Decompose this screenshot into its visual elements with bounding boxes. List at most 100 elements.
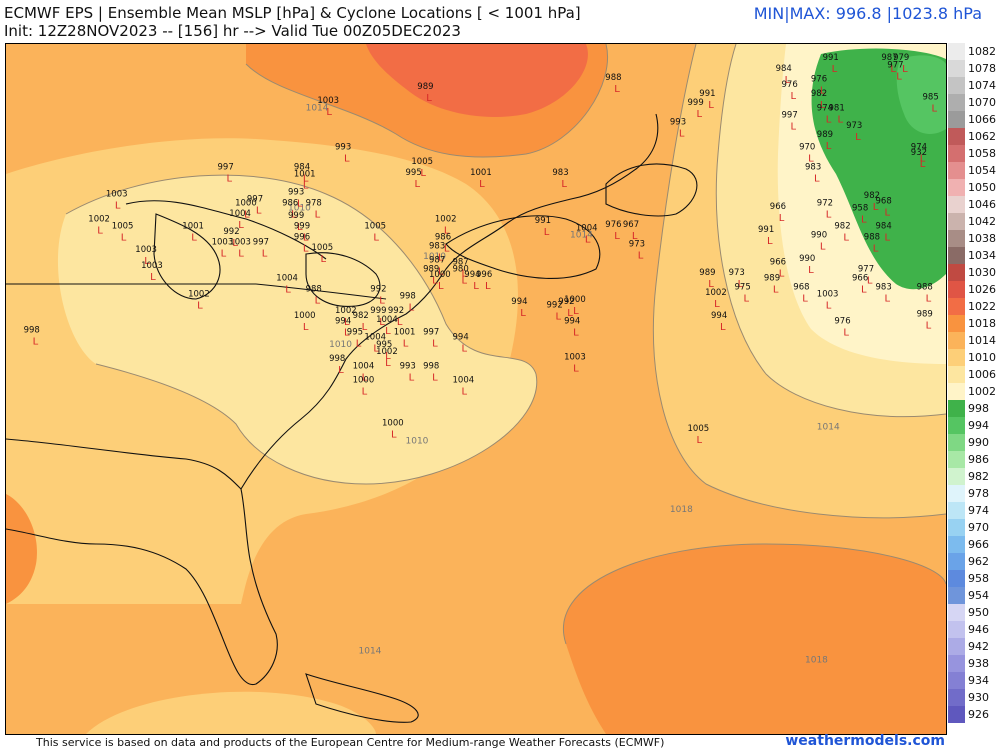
legend-swatch	[948, 247, 965, 264]
cyclone-marker: L	[444, 243, 450, 254]
cyclone-marker: L	[843, 328, 849, 339]
legend-label: 1006	[968, 368, 996, 381]
legend-label: 934	[968, 674, 989, 687]
cyclone-marker: L	[697, 435, 703, 446]
cyclone-marker: L	[585, 234, 591, 245]
isobar-label: 1010	[406, 437, 429, 447]
pressure-value: 1000	[429, 270, 451, 280]
cyclone-marker: L	[197, 301, 203, 312]
cyclone-marker: L	[614, 84, 620, 95]
legend-label: 1010	[968, 351, 996, 364]
legend-swatch	[948, 587, 965, 604]
pressure-value: 991	[758, 225, 774, 235]
legend-entry: 998	[948, 400, 1000, 417]
legend-entry: 958	[948, 570, 1000, 587]
cyclone-marker: L	[227, 174, 233, 185]
legend-label: 978	[968, 487, 989, 500]
pressure-value: 989	[817, 130, 833, 140]
pressure-value: 1000	[294, 311, 316, 321]
pressure-value: 999	[688, 98, 704, 108]
legend-entry: 974	[948, 502, 1000, 519]
pressure-value: 1002	[435, 214, 457, 224]
pressure-value: 976	[834, 317, 850, 327]
pressure-value: 997	[423, 327, 439, 337]
legend-swatch	[948, 400, 965, 417]
pressure-value: 993	[400, 361, 416, 371]
pressure-value: 1001	[394, 327, 416, 337]
pressure-value: 1002	[335, 306, 357, 316]
pressure-value: 987	[429, 256, 445, 266]
cyclone-marker: L	[773, 285, 779, 296]
legend-swatch	[948, 383, 965, 400]
pressure-value: 997	[218, 163, 234, 173]
cyclone-marker: L	[567, 308, 573, 319]
isobar-label: 1014	[570, 231, 593, 241]
cyclone-marker: L	[826, 141, 832, 152]
legend-label: 942	[968, 640, 989, 653]
legend-label: 1022	[968, 300, 996, 313]
pressure-value: 980	[453, 265, 469, 275]
legend-label: 986	[968, 453, 989, 466]
legend-label: 954	[968, 589, 989, 602]
legend-entry: 1038	[948, 230, 1000, 247]
pressure-value: 1004	[276, 274, 298, 284]
legend-swatch	[948, 604, 965, 621]
cyclone-marker: L	[232, 238, 238, 249]
cyclone-marker: L	[438, 267, 444, 278]
pressure-value: 986	[435, 232, 451, 242]
cyclone-marker: L	[297, 222, 303, 233]
cyclone-marker: L	[638, 251, 644, 262]
pressure-value: 990	[811, 231, 827, 241]
cyclone-marker: L	[920, 159, 926, 170]
cyclone-marker: L	[885, 294, 891, 305]
cyclone-marker: L	[356, 338, 362, 349]
legend-label: 990	[968, 436, 989, 449]
pressure-value: 998	[24, 326, 40, 336]
cyclone-marker: L	[315, 295, 321, 306]
pressure-value: 1005	[112, 222, 134, 232]
pressure-value: 998	[329, 354, 345, 364]
cyclone-marker: L	[838, 114, 844, 125]
legend-label: 966	[968, 538, 989, 551]
isobar-label: 1018	[805, 655, 828, 665]
pressure-value: 968	[876, 197, 892, 207]
legend-swatch	[948, 485, 965, 502]
pressure-value: 966	[852, 274, 868, 284]
pressure-value: 1005	[411, 157, 433, 167]
legend-swatch	[948, 672, 965, 689]
pressure-value: 1000	[564, 295, 586, 305]
cyclone-marker: L	[373, 344, 379, 355]
pressure-value: 994	[335, 317, 351, 327]
pressure-value: 1002	[88, 214, 110, 224]
legend-label: 1026	[968, 283, 996, 296]
cyclone-marker: L	[885, 233, 891, 244]
pressure-value: 973	[629, 240, 645, 250]
pressure-value: 992	[558, 297, 574, 307]
legend-swatch	[948, 213, 965, 230]
cyclone-marker: L	[632, 231, 638, 242]
legend-label: 994	[968, 419, 989, 432]
cyclone-marker: L	[432, 372, 438, 383]
pressure-value: 972	[817, 198, 833, 208]
legend-swatch	[948, 196, 965, 213]
cyclone-marker: L	[221, 249, 227, 260]
legend-label: 1070	[968, 96, 996, 109]
isobar-label: 1010	[288, 204, 311, 214]
cyclone-marker: L	[720, 322, 726, 333]
legend-entry: 1074	[948, 77, 1000, 94]
pressure-value: 973	[729, 268, 745, 278]
pressure-value: 1005	[312, 243, 334, 253]
pressure-value: 1003	[135, 245, 157, 255]
cyclone-marker: L	[432, 276, 438, 287]
pressure-value: 988	[306, 284, 322, 294]
legend-label: 926	[968, 708, 989, 721]
pressure-value: 986	[282, 198, 298, 208]
brand-link[interactable]: weathermodels.com	[785, 733, 945, 749]
pressure-value: 984	[776, 64, 792, 74]
pressure-value: 999	[288, 211, 304, 221]
cyclone-marker: L	[385, 351, 391, 362]
pressure-value: 983	[552, 168, 568, 178]
pressure-value: 992	[223, 227, 239, 237]
cyclone-marker: L	[820, 242, 826, 253]
legend-swatch	[948, 689, 965, 706]
